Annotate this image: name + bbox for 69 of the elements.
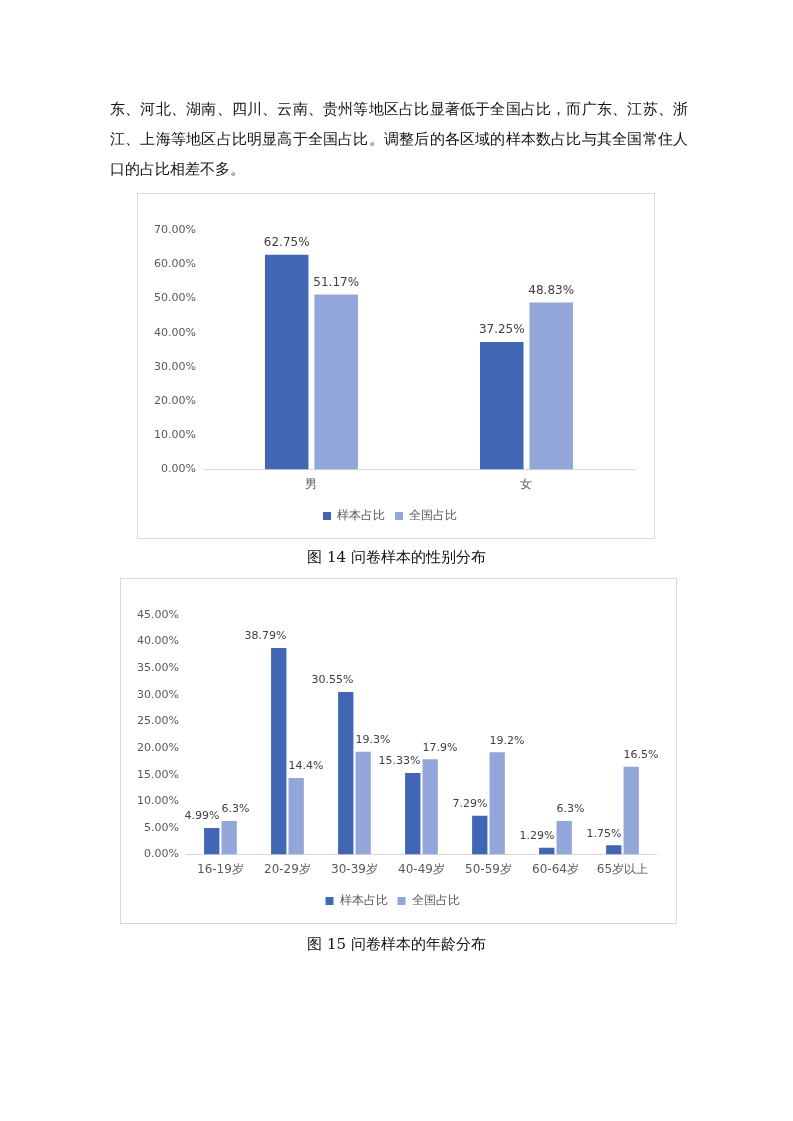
y-tick-label: 10.00% [136, 794, 179, 808]
bar [489, 752, 505, 855]
data-label: 38.79% [244, 629, 287, 643]
bar [480, 342, 524, 470]
data-label: 30.55% [311, 673, 354, 687]
bar [264, 254, 309, 470]
data-label: 37.25% [478, 322, 525, 337]
x-tick-label: 20-29岁 [264, 861, 311, 876]
data-label: 15.33% [378, 754, 421, 768]
bar [606, 845, 622, 855]
text: 图 15 问卷样本的年龄分布 [306, 935, 487, 954]
bar [529, 302, 573, 470]
y-tick-label: 10.00% [153, 428, 196, 442]
y-tick-label: 0.00% [160, 462, 196, 476]
y-tick-label: 45.00% [136, 607, 179, 621]
bar [204, 828, 220, 855]
data-label: 1.29% [519, 829, 555, 843]
data-label: 62.75% [263, 234, 310, 249]
data-label: 6.3% [221, 802, 250, 816]
bar [405, 772, 421, 855]
x-tick-label: 40-49岁 [398, 861, 445, 876]
x-tick-label: 30-39岁 [331, 861, 378, 876]
data-label: 16.5% [623, 748, 659, 762]
bar [221, 821, 237, 855]
y-tick-label: 15.00% [136, 767, 179, 781]
y-tick-label: 25.00% [136, 714, 179, 728]
bar [422, 759, 438, 855]
x-tick-label: 60-64岁 [532, 861, 579, 876]
bar [271, 648, 287, 855]
legend-label: 样本占比 [339, 893, 388, 908]
bar [623, 766, 639, 855]
data-label: 48.83% [528, 282, 575, 297]
data-label: 4.99% [184, 809, 220, 823]
y-tick-label: 60.00% [153, 257, 196, 271]
y-tick-label: 35.00% [136, 661, 179, 675]
data-label: 7.29% [452, 797, 488, 811]
legend-label: 样本占比 [337, 508, 385, 523]
y-tick-label: 70.00% [153, 222, 196, 236]
y-tick-label: 0.00% [143, 847, 179, 861]
y-tick-label: 40.00% [153, 325, 196, 339]
data-label: 1.75% [586, 826, 622, 840]
data-label: 17.9% [422, 740, 458, 754]
x-tick-label: 50-59岁 [465, 861, 512, 876]
legend-label: 全国占比 [409, 508, 457, 523]
x-tick-label: 男 [305, 476, 318, 491]
data-label: 51.17% [313, 274, 360, 289]
x-tick-label: 16-19岁 [197, 861, 244, 876]
bar [472, 815, 488, 855]
x-tick-label: 女 [520, 476, 533, 491]
y-tick-label: 20.00% [136, 740, 179, 754]
y-tick-label: 40.00% [136, 634, 179, 648]
data-label: 19.2% [489, 733, 525, 747]
data-label: 19.3% [355, 733, 391, 747]
y-tick-label: 20.00% [153, 394, 196, 407]
y-tick-label: 5.00% [143, 820, 179, 834]
bar [338, 691, 354, 855]
text: 图 14 问卷样本的性别分布 [306, 548, 487, 567]
bar [288, 777, 304, 855]
legend-label: 全国占比 [411, 893, 460, 908]
y-tick-label: 30.00% [153, 359, 196, 373]
bar [314, 294, 358, 470]
y-tick-label: 30.00% [136, 687, 179, 701]
y-tick-label: 50.00% [153, 291, 196, 305]
bar [556, 821, 572, 855]
data-label: 14.4% [288, 759, 324, 773]
x-tick-label: 65岁以上 [596, 861, 649, 876]
bar [355, 751, 371, 855]
text: 东、河北、湖南、四川、云南、贵州等地区占比显著低于全国占比，而广东、江苏、浙江、上海等地区占比明显高于全国占比。调整后的各区域的样本数占比与其全国常住人口的占比相差不多。 [110, 99, 688, 180]
data-label: 6.3% [556, 802, 585, 816]
